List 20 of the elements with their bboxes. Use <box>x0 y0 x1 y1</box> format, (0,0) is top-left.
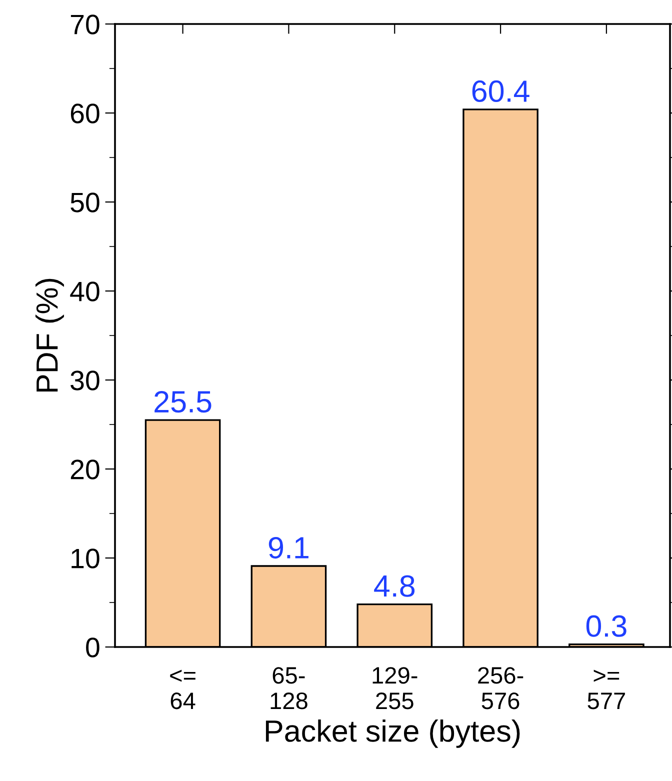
y-tick-label: 60 <box>70 104 100 124</box>
data-label: 4.8 <box>374 575 415 597</box>
y-tick-label: 20 <box>70 460 100 480</box>
x-axis-title: Packet size (bytes) <box>266 719 520 748</box>
data-label: 9.1 <box>268 536 308 559</box>
y-tick-label: 10 <box>72 548 100 568</box>
x-tick-label: <= 64 <box>170 670 196 710</box>
x-tick-label: 65- 128 <box>270 667 308 710</box>
y-axis-title: PDF (%) <box>35 278 64 392</box>
data-label: 25.5 <box>154 390 212 413</box>
data-label: 0.3 <box>586 615 626 637</box>
y-tick-label: 50 <box>70 192 100 212</box>
x-tick-label: >= 577 <box>588 670 625 710</box>
x-tick-label: 256- 576 <box>478 667 524 710</box>
y-tick-label: 0 <box>86 638 100 658</box>
data-label: 60.4 <box>472 80 530 102</box>
y-tick-label: 70 <box>70 14 100 34</box>
x-tick-label: 129- 255 <box>372 667 418 710</box>
y-tick-label: 40 <box>70 282 100 302</box>
y-tick-label: 30 <box>70 370 100 390</box>
